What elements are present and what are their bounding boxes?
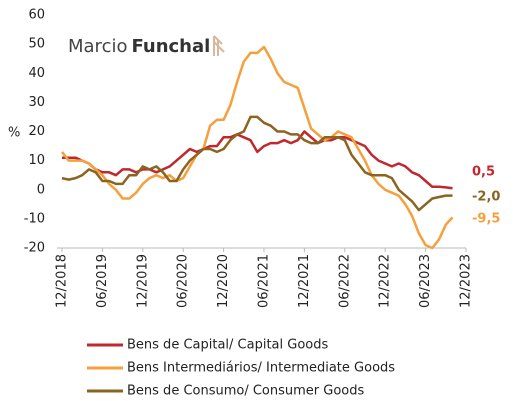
x-tick-label: 12/2022 [378, 254, 393, 308]
series-line [61, 45, 454, 250]
y-tick-label: 20 [28, 124, 45, 139]
x-tick-label: 06/2021 [257, 254, 272, 308]
y-axis-label: % [8, 126, 20, 141]
legend-label: Bens de Consumo/ Consumer Goods [127, 384, 365, 399]
series-line [61, 115, 453, 212]
x-tick-label: 12/2018 [55, 254, 70, 308]
x-tick-label: 06/2020 [176, 254, 191, 308]
x-tick-label: 12/2021 [297, 254, 312, 308]
x-tick-label: 06/2022 [337, 254, 352, 308]
y-tick-label: 0 [37, 182, 45, 197]
end-label: -9,5 [472, 212, 500, 227]
y-tick-label: 30 [28, 95, 45, 110]
logo: Marcio Funchal [68, 36, 210, 57]
legend-label: Bens Intermediários/ Intermediate Goods [127, 361, 395, 376]
x-tick-label: 06/2019 [95, 254, 110, 308]
y-tick-label: 40 [28, 66, 45, 81]
y-tick-label: 60 [28, 8, 45, 23]
y-tick-label: 50 [28, 37, 45, 52]
end-label: 0,5 [472, 165, 495, 180]
y-tick-label: 10 [28, 153, 45, 168]
x-tick-label: 12/2019 [135, 254, 150, 308]
logo-second: Funchal [131, 36, 210, 57]
logo-first: Marcio [68, 36, 127, 57]
y-tick-label: -20 [24, 241, 45, 256]
end-label: -2,0 [472, 190, 500, 205]
legend-label: Bens de Capital/ Capital Goods [127, 338, 328, 353]
series-line [62, 130, 453, 190]
x-tick-label: 06/2023 [418, 254, 433, 308]
x-tick-label: 12/2020 [216, 254, 231, 308]
y-tick-label: -10 [24, 211, 45, 226]
logo-icon [213, 35, 225, 56]
x-tick-label: 12/2023 [459, 254, 474, 308]
